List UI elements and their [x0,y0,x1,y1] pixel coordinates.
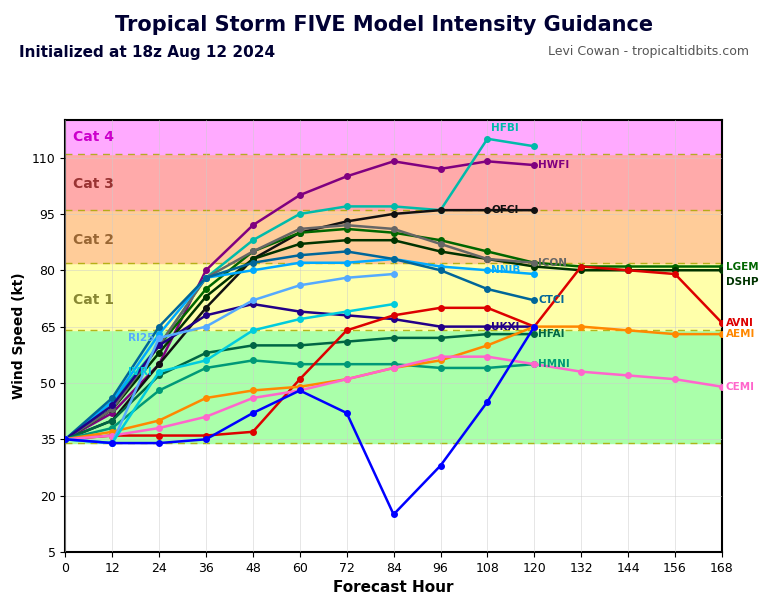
Text: ICON: ICON [538,258,568,268]
Text: OFCI: OFCI [492,205,518,215]
Text: HMNI: HMNI [538,359,570,369]
Bar [65,331,722,443]
Text: LGEM: LGEM [726,262,759,272]
Text: IVRI: IVRI [127,367,151,377]
Text: Cat 4: Cat 4 [73,130,114,144]
Text: RI25: RI25 [127,333,154,343]
Text: DSHP: DSHP [726,277,758,287]
Y-axis label: Wind Speed (kt): Wind Speed (kt) [12,272,26,400]
Text: Tropical Storm FIVE Model Intensity Guidance: Tropical Storm FIVE Model Intensity Guid… [115,15,653,35]
Text: UKXI: UKXI [492,322,520,332]
Text: Cat 3: Cat 3 [73,177,114,191]
Bar [65,154,722,210]
Bar [65,210,722,263]
Text: AEMI: AEMI [726,329,755,339]
Bar [65,120,722,154]
Text: HFAI: HFAI [538,329,564,339]
X-axis label: Forecast Hour: Forecast Hour [333,580,454,595]
Text: AVNI: AVNI [726,318,753,328]
Text: HWFI: HWFI [538,160,569,170]
Bar [65,443,722,552]
Text: CTCI: CTCI [538,295,564,305]
Text: Cat 1: Cat 1 [73,293,114,307]
Text: Cat 2: Cat 2 [73,233,114,247]
Text: NNIB: NNIB [492,265,521,275]
Bar [65,263,722,331]
Text: CEMI: CEMI [726,382,755,392]
Text: Initialized at 18z Aug 12 2024: Initialized at 18z Aug 12 2024 [19,45,275,60]
Text: Levi Cowan - tropicaltidbits.com: Levi Cowan - tropicaltidbits.com [548,45,749,58]
Text: HFBI: HFBI [492,122,519,133]
